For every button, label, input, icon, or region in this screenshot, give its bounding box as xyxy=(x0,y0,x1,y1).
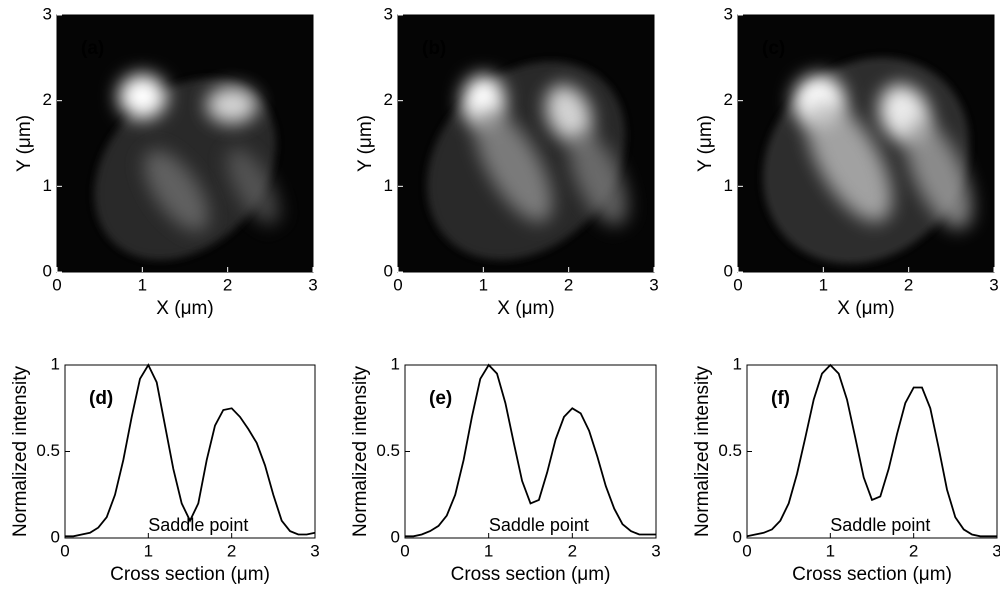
y-tick-label: 1 xyxy=(51,354,60,373)
x-tick-label: 2 xyxy=(227,541,236,560)
x-tick-label: 3 xyxy=(310,541,319,560)
y-tick-label: 0 xyxy=(43,261,52,280)
x-tick-label: 1 xyxy=(138,275,147,294)
y-axis-label: Y (μm) xyxy=(355,115,376,172)
intensity-blob xyxy=(227,148,280,225)
y-tick-label: 3 xyxy=(384,4,393,23)
y-tick-label: 2 xyxy=(384,90,393,109)
y-tick-label: 1 xyxy=(733,354,742,373)
y-tick-label: 0.5 xyxy=(36,441,60,460)
panel-label: (e) xyxy=(429,388,452,409)
panel: 0 1 2 3 0 0.5 1 Cross section (μm) Normalized in… xyxy=(692,354,1000,585)
x-tick-label: 0 xyxy=(400,541,409,560)
y-axis-label: Normalized intensity xyxy=(10,365,31,537)
line-series xyxy=(65,363,316,538)
annotation: Saddle point xyxy=(830,515,930,535)
intensity-blob xyxy=(144,150,209,232)
intensity-image xyxy=(94,74,280,260)
x-tick-label: 2 xyxy=(564,275,573,294)
panel-label: (b) xyxy=(422,38,446,59)
annotation: Saddle point xyxy=(489,515,589,535)
intensity-image xyxy=(426,61,628,260)
x-tick-label: 3 xyxy=(992,541,1000,560)
x-tick-label: 1 xyxy=(144,541,153,560)
x-tick-label: 0 xyxy=(52,275,61,294)
x-tick-label: 0 xyxy=(393,275,402,294)
y-tick-label: 0.5 xyxy=(718,441,742,460)
y-tick-label: 0 xyxy=(384,261,393,280)
x-tick-label: 3 xyxy=(308,275,317,294)
intensity-blob xyxy=(118,74,167,119)
y-tick-label: 3 xyxy=(43,4,52,23)
y-tick-label: 2 xyxy=(43,90,52,109)
y-tick-label: 3 xyxy=(724,4,733,23)
y-tick-label: 1 xyxy=(724,176,733,195)
x-tick-label: 2 xyxy=(904,275,913,294)
panel: 0 1 2 3 0 1 2 3 X (μm) Y (μm) (c) xyxy=(695,4,999,319)
y-tick-label: 0 xyxy=(391,527,400,546)
panel-label: (a) xyxy=(81,38,104,59)
x-tick-label: 1 xyxy=(826,541,835,560)
x-axis-label: X (μm) xyxy=(156,298,213,319)
x-tick-label: 0 xyxy=(742,541,751,560)
x-axis-label: Cross section (μm) xyxy=(110,564,270,585)
panel: 0 1 2 3 0 0.5 1 Cross section (μm) Normalized in… xyxy=(10,354,320,585)
panel: 0 1 2 3 0 1 2 3 X (μm) Y (μm) (a) xyxy=(14,4,318,319)
x-tick-label: 3 xyxy=(651,541,660,560)
plot-frame xyxy=(56,14,314,273)
line-series xyxy=(746,363,997,538)
y-tick-label: 1 xyxy=(391,354,400,373)
y-tick-label: 0 xyxy=(733,527,742,546)
panel-label: (c) xyxy=(762,38,785,59)
panel: 0 1 2 3 0 0.5 1 Cross section (μm) Normalized in… xyxy=(350,354,661,585)
x-tick-label: 2 xyxy=(568,541,577,560)
x-tick-label: 1 xyxy=(484,541,493,560)
y-tick-label: 0 xyxy=(51,527,60,546)
x-axis-label: X (μm) xyxy=(497,298,554,319)
intensity-blob xyxy=(474,107,553,223)
x-tick-label: 3 xyxy=(989,275,998,294)
y-tick-label: 0 xyxy=(724,261,733,280)
x-axis-label: Cross section (μm) xyxy=(451,564,611,585)
x-tick-label: 1 xyxy=(819,275,828,294)
x-tick-label: 0 xyxy=(733,275,742,294)
plot-frame xyxy=(397,14,655,273)
intensity-image xyxy=(763,57,972,264)
annotation: Saddle point xyxy=(148,515,248,535)
plot-frame xyxy=(737,14,995,273)
y-axis-label: Normalized intensity xyxy=(350,365,371,537)
intensity-blob xyxy=(545,84,592,143)
x-axis-label: X (μm) xyxy=(837,298,894,319)
y-tick-label: 0.5 xyxy=(376,441,400,460)
panel: 0 1 2 3 0 1 2 3 X (μm) Y (μm) (b) xyxy=(355,4,659,319)
y-tick-label: 1 xyxy=(384,176,393,195)
intensity-blob xyxy=(206,86,258,124)
y-axis-label: Y (μm) xyxy=(695,115,716,172)
intensity-blob xyxy=(569,130,628,226)
x-tick-label: 2 xyxy=(223,275,232,294)
y-axis-label: Y (μm) xyxy=(14,115,35,172)
line-series xyxy=(405,363,656,538)
y-tick-label: 1 xyxy=(43,176,52,195)
x-tick-label: 2 xyxy=(909,541,918,560)
y-tick-label: 2 xyxy=(724,90,733,109)
x-tick-label: 0 xyxy=(60,541,69,560)
x-tick-label: 3 xyxy=(649,275,658,294)
x-tick-label: 1 xyxy=(479,275,488,294)
intensity-blob xyxy=(806,99,892,222)
panel-label: (f) xyxy=(771,388,790,409)
intensity-blob xyxy=(905,118,972,229)
x-axis-label: Cross section (μm) xyxy=(792,564,952,585)
y-axis-label: Normalized intensity xyxy=(692,365,713,537)
panel-label: (d) xyxy=(89,388,113,409)
